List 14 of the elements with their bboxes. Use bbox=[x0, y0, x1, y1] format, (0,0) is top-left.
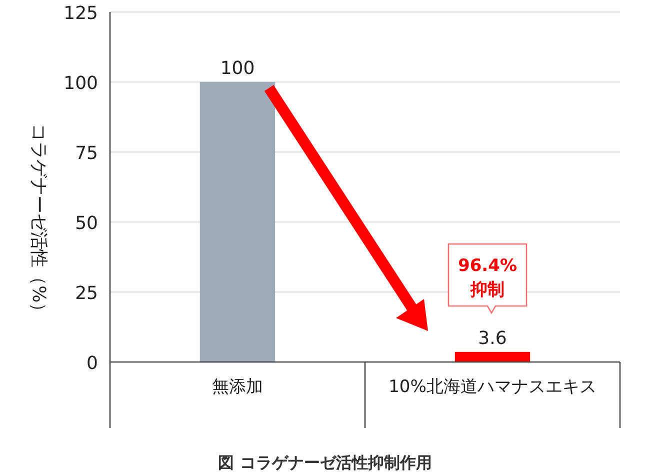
y-tick-label: 25 bbox=[75, 283, 98, 304]
y-tick-label: 50 bbox=[75, 213, 98, 234]
annotation: 96.4% bbox=[458, 256, 517, 276]
y-axis-title: コラゲナーゼ活性（%） bbox=[28, 123, 49, 321]
y-tick-label: 75 bbox=[75, 143, 98, 164]
data-label: 3.6 bbox=[478, 328, 507, 349]
annotation: 抑制 bbox=[470, 280, 504, 300]
x-tick-label: 無添加 bbox=[212, 377, 263, 397]
text: 図 コラゲナーゼ活性抑制作用 bbox=[218, 453, 432, 472]
data-label: 100 bbox=[220, 58, 255, 79]
y-tick-label: 0 bbox=[86, 353, 98, 374]
y-tick-label: 125 bbox=[64, 3, 98, 24]
y-tick-label: 100 bbox=[64, 73, 98, 94]
x-tick-label: 10%北海道ハマナスエキス bbox=[388, 377, 596, 397]
